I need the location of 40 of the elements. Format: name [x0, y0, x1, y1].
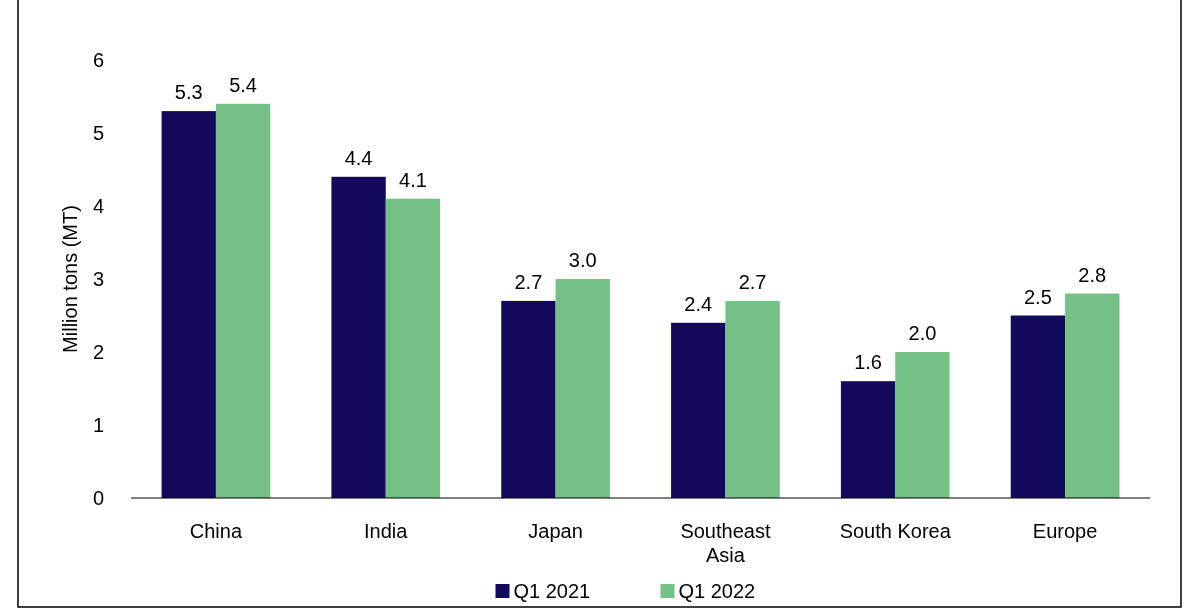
data-label: 5.4: [229, 73, 257, 96]
data-label: 4.4: [344, 146, 373, 169]
y-tick-label: 5: [92, 122, 104, 144]
y-tick-label: 0: [92, 487, 104, 509]
data-label: 2.7: [738, 270, 767, 293]
data-label: 2.7: [514, 270, 543, 293]
bar: [161, 111, 216, 498]
legend-label: Q1 2021: [513, 580, 591, 602]
bar: [555, 279, 610, 498]
data-label: 5.3: [174, 81, 203, 104]
bar: [385, 198, 441, 498]
data-label: 2.0: [908, 322, 937, 344]
bar: [501, 300, 556, 498]
x-tick-label: South Korea: [839, 520, 952, 542]
bar: [671, 322, 726, 498]
bar: [215, 103, 271, 498]
bar: [725, 300, 780, 498]
data-label: 2.5: [1024, 285, 1052, 308]
data-label: 3.0: [568, 249, 597, 271]
bar: [1065, 293, 1120, 498]
bar: [331, 176, 386, 498]
y-tick-label: 3: [92, 268, 104, 290]
y-axis-title: Million tons (MT): [59, 205, 81, 353]
data-label: 2.8: [1078, 263, 1107, 286]
data-label: 1.6: [854, 351, 882, 374]
y-tick-label: 2: [92, 341, 104, 363]
y-tick-label: 6: [92, 49, 104, 71]
bar: [1010, 315, 1066, 498]
data-label: 4.1: [399, 168, 427, 191]
x-tick-label: Japan: [528, 520, 583, 542]
bar: [840, 381, 896, 498]
x-tick-label: Southeast Asia: [680, 520, 771, 566]
legend-label: Q1 2022: [678, 580, 756, 602]
bar: [895, 352, 950, 498]
x-tick-label: India: [364, 520, 409, 542]
x-tick-label: China: [189, 520, 243, 542]
y-tick-label: 1: [92, 414, 104, 436]
data-label: 2.4: [684, 292, 713, 315]
y-tick-label: 4: [92, 195, 104, 217]
x-tick-label: Europe: [1032, 520, 1098, 542]
